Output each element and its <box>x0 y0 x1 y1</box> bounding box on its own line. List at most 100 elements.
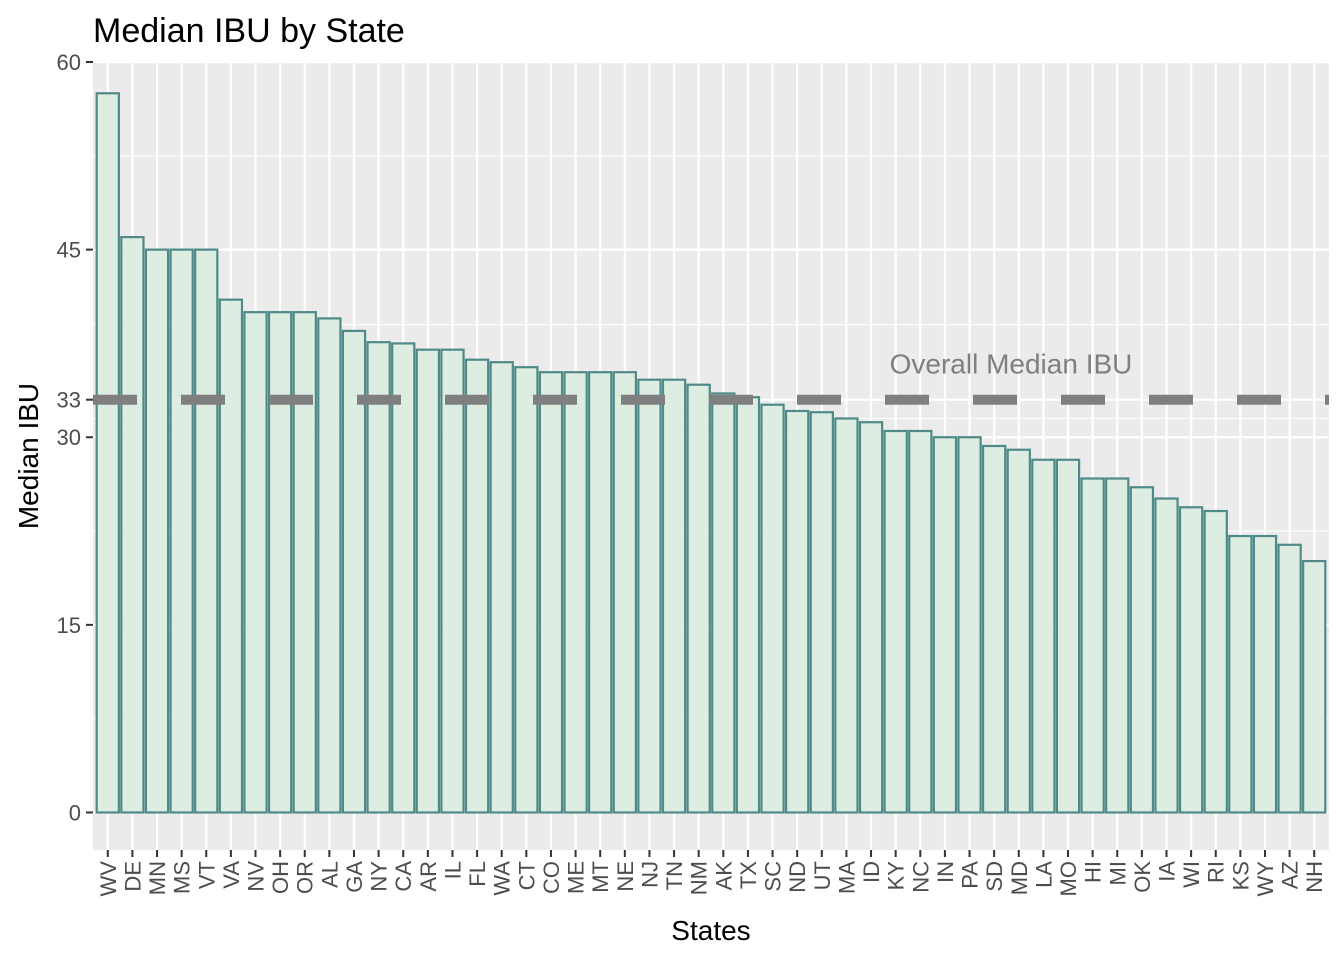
bar-me <box>563 371 588 814</box>
bar-ut <box>809 411 834 814</box>
x-tick-label: DE <box>120 861 145 892</box>
bar-wa <box>489 361 514 814</box>
x-tick-label: KY <box>884 861 909 891</box>
x-tick-label: TN <box>662 861 687 890</box>
bar-mn <box>144 248 170 814</box>
bar-mi <box>1105 477 1130 814</box>
y-axis: 0 15 30 33 45 60 <box>57 50 93 825</box>
x-tick-label: ID <box>859 861 884 883</box>
x-tick-label: LA <box>1031 861 1056 888</box>
bar-al <box>317 317 342 814</box>
bar-ia <box>1154 497 1179 814</box>
bar-ma <box>834 417 859 814</box>
bar-md <box>1006 448 1031 814</box>
bar-pa <box>957 436 982 814</box>
bar-ak <box>711 392 736 814</box>
x-tick-label: CA <box>391 861 416 892</box>
x-tick-label: SD <box>982 861 1007 892</box>
bar-nd <box>784 409 810 814</box>
x-tick-label: AL <box>317 861 342 888</box>
bar-wv <box>95 92 120 814</box>
bar-or <box>292 311 317 814</box>
y-tick-label: 33 <box>57 388 81 413</box>
bar-ri <box>1203 509 1228 814</box>
x-tick-label: MT <box>588 861 613 893</box>
y-tick-label: 30 <box>57 425 81 450</box>
bar-ks <box>1228 534 1253 814</box>
bar-nc <box>908 429 933 814</box>
x-tick-label: NJ <box>637 861 662 888</box>
x-tick-label: NC <box>908 861 933 893</box>
x-tick-label: ME <box>564 861 589 894</box>
x-axis: WV DE MN MS VT VA NV OH OR AL GA NY CA AR IL FL WA CT CO ME… <box>96 850 1327 896</box>
bar-oh <box>267 311 293 814</box>
x-tick-label: CT <box>514 861 539 890</box>
x-tick-label: RI <box>1204 861 1229 883</box>
y-tick-label: 60 <box>57 50 81 75</box>
x-tick-label: OR <box>293 861 318 894</box>
bar-ne <box>612 371 638 814</box>
x-tick-label: NM <box>687 861 712 895</box>
bar-mo <box>1055 458 1081 814</box>
bar-de <box>120 236 145 814</box>
bar-sd <box>981 444 1007 814</box>
x-axis-title: States <box>671 915 750 946</box>
bar-nm <box>686 383 711 814</box>
x-tick-label: MS <box>170 861 195 894</box>
bar-ca <box>391 342 416 814</box>
bar-ky <box>883 429 908 814</box>
x-tick-label: VT <box>194 861 219 889</box>
x-tick-label: HI <box>1081 861 1106 883</box>
x-tick-label: KS <box>1228 861 1253 890</box>
bar-sc <box>760 403 785 814</box>
x-tick-label: MD <box>1007 861 1032 895</box>
x-tick-label: AK <box>711 861 736 891</box>
reference-line-label: Overall Median IBU <box>890 349 1133 380</box>
y-tick-label: 45 <box>57 238 81 263</box>
bar-ar <box>415 348 441 814</box>
bar-id <box>858 421 884 814</box>
bar-la <box>1031 458 1056 814</box>
x-tick-label: IN <box>933 861 958 883</box>
y-tick-label: 0 <box>69 800 81 825</box>
x-tick-label: NE <box>613 861 638 892</box>
chart-title: Median IBU by State <box>93 12 405 50</box>
x-tick-label: MN <box>145 861 170 895</box>
x-tick-label: MO <box>1056 861 1081 896</box>
x-tick-label: GA <box>342 861 367 893</box>
bar-wi <box>1178 506 1204 814</box>
bar-hi <box>1080 477 1105 814</box>
bar-il <box>440 348 465 814</box>
bar-fl <box>464 358 490 814</box>
bar-az <box>1277 543 1302 814</box>
x-tick-label: WI <box>1179 861 1204 888</box>
x-tick-label: ND <box>785 861 810 893</box>
bar-nh <box>1302 559 1327 814</box>
x-tick-label: PA <box>958 861 983 889</box>
x-tick-label: VA <box>219 861 244 889</box>
x-tick-label: TX <box>736 861 761 889</box>
bar-va <box>218 298 244 814</box>
x-tick-label: WY <box>1253 861 1278 897</box>
x-tick-label: AR <box>416 861 441 892</box>
bar-ny <box>366 341 391 814</box>
x-tick-label: AZ <box>1278 861 1303 889</box>
x-tick-label: IA <box>1154 861 1179 882</box>
bar-ok <box>1129 486 1155 814</box>
x-tick-label: OH <box>268 861 293 894</box>
bar-wy <box>1252 534 1278 814</box>
bar-in <box>932 436 958 814</box>
bar-ms <box>169 248 194 814</box>
x-tick-label: NY <box>367 861 392 892</box>
bar-mt <box>588 371 613 814</box>
x-tick-label: WA <box>490 861 515 896</box>
x-tick-label: MI <box>1105 861 1130 885</box>
x-tick-label: SC <box>761 861 786 892</box>
bars <box>95 92 1327 814</box>
x-tick-label: WV <box>96 861 121 897</box>
x-tick-label: MA <box>834 861 859 894</box>
bar-ct <box>514 366 539 814</box>
bar-nj <box>637 378 662 814</box>
bar-tx <box>735 396 761 814</box>
x-tick-label: NV <box>244 861 269 892</box>
